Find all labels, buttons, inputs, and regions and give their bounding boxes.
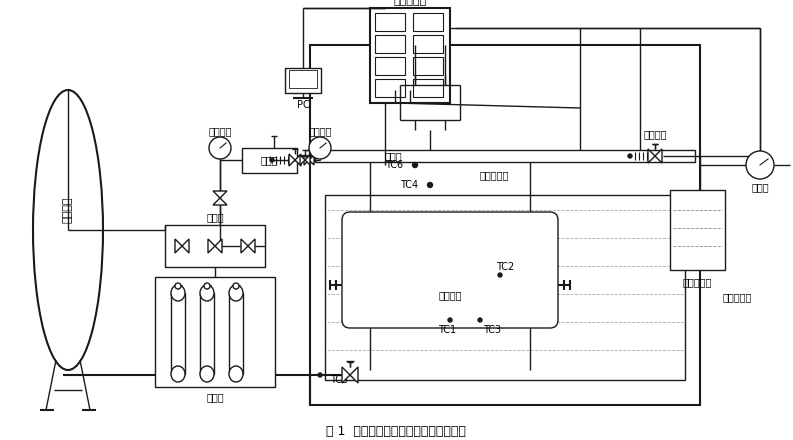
Circle shape bbox=[233, 283, 239, 289]
Bar bbox=[670, 190, 725, 270]
Ellipse shape bbox=[200, 366, 214, 382]
Text: TC6: TC6 bbox=[385, 160, 403, 170]
Text: 增压泵: 增压泵 bbox=[260, 155, 278, 165]
Text: 气瓶组: 气瓶组 bbox=[206, 392, 224, 402]
Text: 受试阀门: 受试阀门 bbox=[439, 290, 462, 300]
Bar bbox=[155, 277, 275, 387]
Text: TC1: TC1 bbox=[438, 325, 456, 335]
Polygon shape bbox=[342, 367, 350, 383]
Circle shape bbox=[209, 137, 231, 159]
Polygon shape bbox=[208, 239, 215, 253]
Polygon shape bbox=[182, 239, 189, 253]
Text: 图 1  阀门低温试验装置典型结构示意图: 图 1 阀门低温试验装置典型结构示意图 bbox=[326, 425, 466, 439]
Ellipse shape bbox=[33, 90, 103, 370]
Bar bbox=[375, 13, 405, 31]
Polygon shape bbox=[241, 239, 248, 253]
Bar bbox=[375, 57, 405, 75]
Circle shape bbox=[309, 137, 331, 159]
Bar bbox=[413, 57, 443, 75]
Circle shape bbox=[427, 183, 432, 187]
Text: 汇流排: 汇流排 bbox=[206, 212, 224, 222]
Polygon shape bbox=[309, 155, 314, 165]
Text: TC4: TC4 bbox=[400, 180, 418, 190]
Text: 保温盖: 保温盖 bbox=[385, 151, 403, 161]
Circle shape bbox=[448, 318, 452, 322]
Polygon shape bbox=[213, 198, 227, 205]
Polygon shape bbox=[213, 191, 227, 198]
Polygon shape bbox=[295, 154, 301, 166]
Bar bbox=[375, 35, 405, 53]
Polygon shape bbox=[175, 239, 182, 253]
Bar bbox=[229, 293, 243, 374]
Bar bbox=[370, 8, 450, 103]
FancyBboxPatch shape bbox=[342, 212, 558, 328]
Text: 流量计: 流量计 bbox=[751, 182, 768, 192]
Circle shape bbox=[412, 162, 417, 168]
Bar bbox=[315, 150, 695, 162]
Text: 低温储罐: 低温储罐 bbox=[63, 197, 73, 223]
Circle shape bbox=[498, 273, 502, 277]
Bar bbox=[171, 293, 185, 374]
Circle shape bbox=[746, 151, 774, 179]
Bar bbox=[285, 68, 321, 93]
Ellipse shape bbox=[229, 285, 243, 301]
Text: 低温试验槽: 低温试验槽 bbox=[722, 292, 752, 302]
Polygon shape bbox=[289, 154, 295, 166]
Circle shape bbox=[175, 283, 181, 289]
Polygon shape bbox=[300, 155, 305, 165]
Ellipse shape bbox=[229, 366, 243, 382]
Polygon shape bbox=[350, 367, 358, 383]
Ellipse shape bbox=[171, 366, 185, 382]
Bar bbox=[165, 225, 265, 267]
Text: 快装接头: 快装接头 bbox=[643, 129, 667, 139]
Text: 泵后压力: 泵后压力 bbox=[308, 126, 331, 136]
Polygon shape bbox=[215, 239, 222, 253]
Ellipse shape bbox=[200, 285, 214, 301]
Circle shape bbox=[270, 158, 274, 162]
Polygon shape bbox=[304, 155, 309, 165]
Bar bbox=[375, 79, 405, 97]
Polygon shape bbox=[248, 239, 255, 253]
Polygon shape bbox=[305, 155, 310, 165]
Text: PC: PC bbox=[297, 100, 309, 110]
Bar bbox=[413, 13, 443, 31]
Ellipse shape bbox=[171, 285, 185, 301]
Text: TC5: TC5 bbox=[330, 375, 348, 385]
Text: TC2: TC2 bbox=[496, 262, 514, 272]
Bar bbox=[310, 45, 700, 405]
Circle shape bbox=[478, 318, 482, 322]
Text: 蛇形压力管: 蛇形压力管 bbox=[480, 170, 509, 180]
Text: 酒精计泡器: 酒精计泡器 bbox=[682, 277, 711, 287]
Text: 泵前压力: 泵前压力 bbox=[209, 126, 232, 136]
Bar bbox=[325, 195, 685, 380]
Polygon shape bbox=[655, 149, 662, 163]
Bar bbox=[242, 148, 297, 173]
Bar bbox=[289, 70, 317, 88]
Circle shape bbox=[204, 283, 210, 289]
Circle shape bbox=[628, 154, 632, 158]
Polygon shape bbox=[648, 149, 655, 163]
Bar bbox=[200, 293, 214, 374]
Circle shape bbox=[318, 373, 322, 377]
Bar bbox=[413, 79, 443, 97]
Bar bbox=[413, 35, 443, 53]
Text: 显示仪表组: 显示仪表组 bbox=[393, 0, 427, 6]
Text: TC3: TC3 bbox=[483, 325, 501, 335]
